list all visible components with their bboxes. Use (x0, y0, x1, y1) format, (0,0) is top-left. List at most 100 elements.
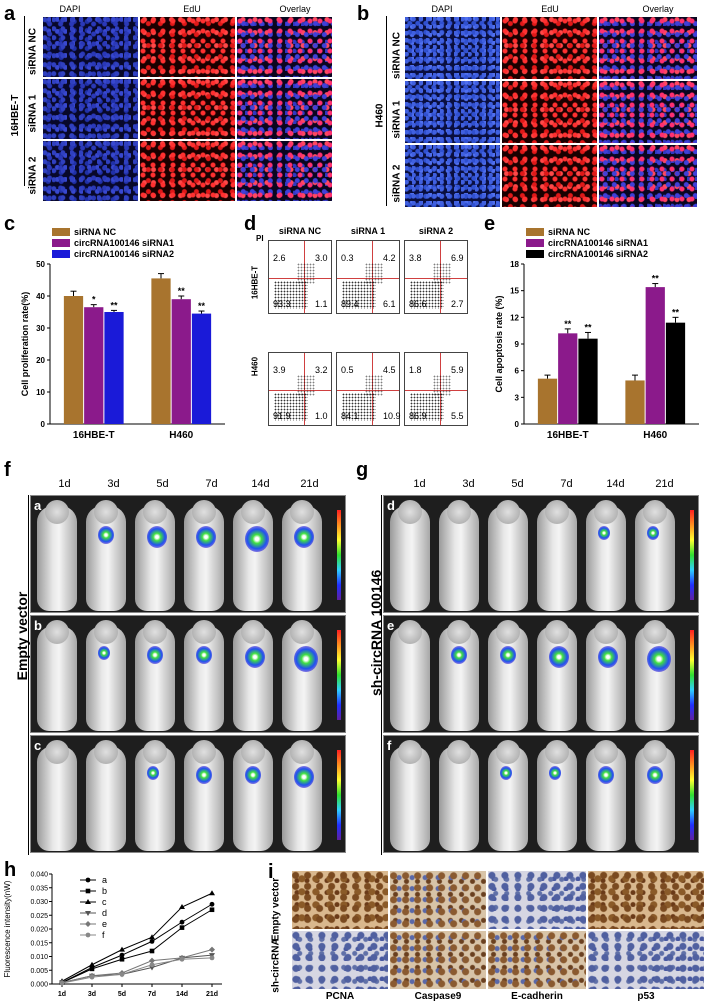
cell-line-label-b: H460 (374, 103, 386, 128)
micrograph-b-dapi-si1 (404, 80, 501, 144)
row-label-a-1: siRNA NC (27, 28, 39, 75)
y-tick-label: 0.035 (30, 885, 48, 892)
flow-y-axis-label: PI (256, 234, 264, 243)
y-axis-label: Fluorescence intensity(nW) (3, 880, 12, 977)
y-tick-label: 6 (515, 367, 520, 376)
mouse-image (233, 620, 273, 731)
mouse-image (282, 740, 322, 851)
flow-col-header: siRNA 1 (350, 226, 386, 236)
day-label: 14d (606, 478, 625, 490)
micrograph-a-edu-si1 (139, 78, 236, 140)
mouse-image (233, 500, 273, 611)
row-label-a-2: siRNA 1 (27, 94, 39, 133)
data-point (149, 962, 155, 968)
data-point (149, 965, 155, 971)
quadrant-value-ul: 3.8 (409, 253, 422, 263)
ihc-ev-pcna (291, 870, 389, 930)
flow-plot: 2.6 3.0 93.3 1.1 (268, 240, 332, 314)
x-tick-label: H460 (643, 430, 667, 441)
quadrant-value-ur: 4.5 (383, 365, 396, 375)
panel-label-d: d (244, 213, 257, 235)
col-header-overlay-a: Overlay (279, 4, 311, 14)
bioluminescence-signal (196, 526, 216, 548)
day-label: 3d (462, 478, 475, 490)
mouse-image (488, 740, 528, 851)
y-tick-label: 0.015 (30, 940, 48, 947)
ihc-col-ecadherin: E-cadherin (511, 991, 563, 1002)
mouse-image (586, 620, 626, 731)
x-tick-label: 14d (176, 991, 188, 998)
micrograph-a-overlay-si1 (236, 78, 333, 140)
ihc-sh-pcna (291, 930, 389, 990)
flow-plot: 1.8 5.9 86.9 5.5 (404, 352, 468, 426)
color-scale-bar (690, 750, 694, 840)
bioluminescence-signal (647, 526, 659, 540)
day-label: 1d (413, 478, 426, 490)
mouse-image (390, 740, 430, 851)
significance-mark: ** (198, 301, 206, 311)
color-scale-bar (690, 510, 694, 600)
quadrant-value-ur: 6.9 (451, 253, 464, 263)
data-point (89, 966, 95, 972)
mouse-image (135, 620, 175, 731)
data-point (179, 956, 185, 962)
micrograph-a-dapi-si1 (42, 78, 139, 140)
imaging-row-label: f (387, 738, 392, 753)
mouse-imaging-g: d e f (383, 495, 703, 855)
bar (558, 333, 578, 424)
legend-entry: circRNA100146 siRNA2 (548, 249, 648, 259)
row-label-b-3: siRNA 2 (391, 164, 403, 203)
cell-line-label-a-wrap: 16HBE-T (0, 52, 30, 182)
panel-label-f: f (4, 459, 11, 481)
imaging-row-label: d (387, 498, 395, 513)
mouse-image (37, 740, 77, 851)
panel-label-i: i (268, 861, 274, 883)
micrograph-b-edu-si1 (501, 80, 598, 144)
data-point (209, 955, 215, 961)
legend-swatch (52, 239, 70, 247)
quadrant-value-lr: 5.5 (451, 411, 464, 421)
color-scale-bar (337, 630, 341, 720)
event-cloud-upper (364, 262, 384, 285)
legend-entry: e (102, 919, 107, 929)
event-cloud (341, 393, 377, 421)
day-label: 21d (300, 478, 319, 490)
col-header-dapi-b: DAPI (431, 4, 453, 14)
data-point (89, 974, 95, 980)
mouse-image (537, 500, 577, 611)
ihc-col-pcna: PCNA (325, 991, 355, 1002)
bioluminescence-signal (196, 646, 212, 664)
y-tick-label: 12 (510, 313, 519, 322)
day-label: 7d (560, 478, 573, 490)
bioluminescence-signal (245, 526, 269, 552)
bioluminescence-signal (598, 526, 610, 540)
y-tick-label: 50 (36, 260, 45, 269)
bioluminescence-signal (549, 766, 561, 780)
imaging-row-panel: d (383, 495, 699, 613)
mouse-image (135, 500, 175, 611)
day-labels-f: 1d 3d 5d 7d 14d 21d (40, 478, 340, 492)
ihc-ev-caspase9 (389, 870, 487, 930)
y-tick-label: 3 (515, 393, 520, 402)
y-tick-label: 0 (41, 420, 46, 429)
col-header-edu-b: EdU (541, 4, 559, 14)
col-header-dapi-a: DAPI (59, 4, 81, 14)
mouse-image (184, 500, 224, 611)
flow-row-label: H460 (250, 356, 260, 377)
legend-entry: siRNA NC (548, 227, 591, 237)
chart-h: 0.000 0.005 0.010 0.015 0.020 0.025 0.030 0.035… (3, 872, 222, 998)
x-tick-label: 3d (88, 991, 96, 998)
bar (63, 296, 84, 424)
micrograph-a-dapi-nc (42, 16, 139, 78)
day-label: 5d (156, 478, 169, 490)
flow-col-header: siRNA NC (278, 226, 322, 236)
y-tick-label: 40 (36, 292, 45, 301)
data-point (85, 911, 91, 916)
bar (151, 278, 171, 424)
data-point (179, 919, 185, 925)
event-cloud (341, 281, 377, 309)
data-point (209, 907, 215, 913)
bioluminescence-signal (598, 766, 614, 784)
bioluminescence-signal (98, 646, 110, 660)
legend-swatch (526, 228, 544, 236)
